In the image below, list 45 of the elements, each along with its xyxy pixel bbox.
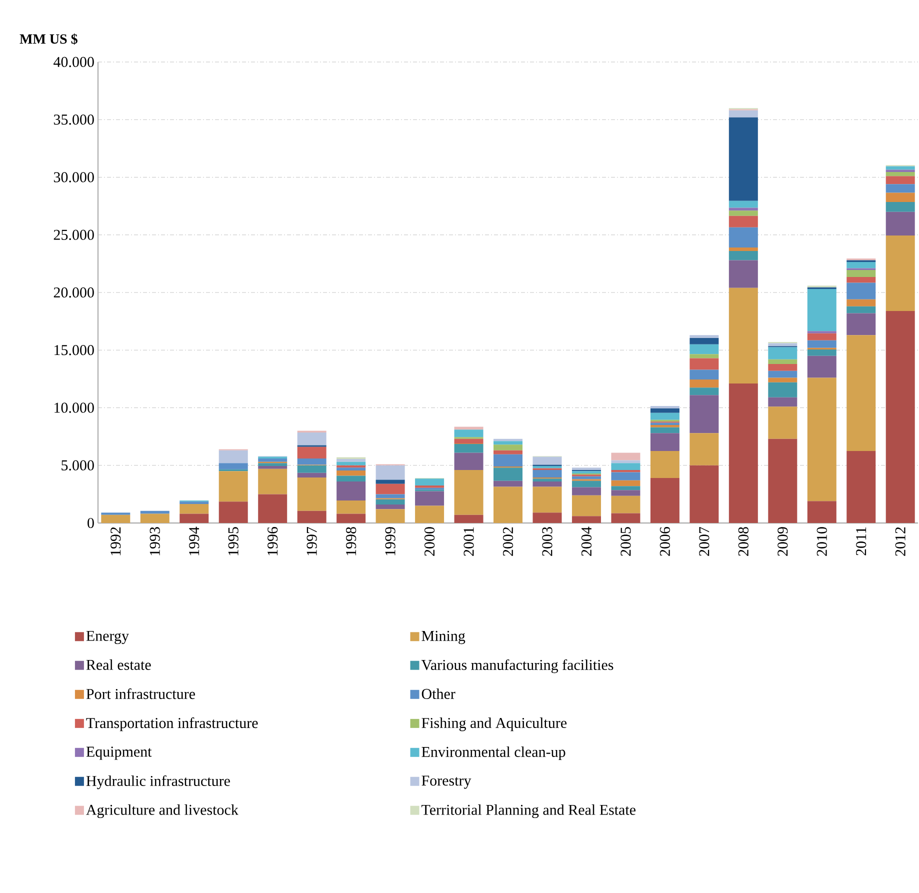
x-tick-label: 2004 xyxy=(581,526,592,556)
legend-label: Fishing and Aquiculture xyxy=(422,717,567,732)
y-tick-label: 40.000 xyxy=(54,56,94,68)
y-tick-label: 30.000 xyxy=(54,172,94,182)
x-tick-label: 1996 xyxy=(268,526,278,556)
y-tick-label: 5.000 xyxy=(62,460,94,470)
y-tick-label: 20.000 xyxy=(54,287,94,298)
legend-label: Port infrastructure xyxy=(86,688,195,700)
x-tick-label: 1995 xyxy=(228,527,238,556)
y-tick-label: 15.000 xyxy=(54,345,94,356)
legend-label: Hydraulic infrastructure xyxy=(86,775,230,790)
legend-label: Real estate xyxy=(86,659,151,670)
x-tick-label: 2003 xyxy=(542,527,552,556)
x-tick-label: 2005 xyxy=(620,527,631,556)
y-tick-label: 35.000 xyxy=(54,114,94,125)
x-tick-label: 1993 xyxy=(150,527,160,556)
y-tick-label: 25.000 xyxy=(54,230,94,240)
x-tick-label: 1998 xyxy=(346,527,356,556)
legend-label: Other xyxy=(422,688,456,699)
x-tick-label: 2011 xyxy=(856,527,866,556)
x-tick-label: 2006 xyxy=(660,526,670,556)
x-tick-label: 2007 xyxy=(699,526,710,556)
legend-label: Environmental clean-up xyxy=(422,746,566,760)
x-tick-label: 1997 xyxy=(306,526,317,556)
x-tick-label: 2010 xyxy=(816,527,827,556)
legend-label: Territorial Planning and Real Estate xyxy=(422,804,636,818)
x-tick-label: 1999 xyxy=(385,527,396,556)
legend-label: Mining xyxy=(422,630,466,644)
y-tick-label: 0 xyxy=(88,518,94,528)
x-tick-label: 2001 xyxy=(464,527,474,556)
y-axis-title: MM US $ xyxy=(20,33,78,45)
y-tick-label: 10.000 xyxy=(54,402,94,413)
legend-label: Agriculture and livestock xyxy=(86,804,238,818)
legend-label: Energy xyxy=(86,630,129,644)
x-tick-label: 1994 xyxy=(189,526,200,556)
legend-label: Forestry xyxy=(422,776,472,789)
x-tick-label: 2000 xyxy=(424,527,435,556)
x-tick-label: 2012 xyxy=(895,527,906,556)
legend-label: Equipment xyxy=(86,746,152,760)
legend-label: Transportation infrastructure xyxy=(86,717,258,732)
legend-label: Various manufacturing facilities xyxy=(421,659,614,674)
x-tick-label: 2009 xyxy=(778,527,788,556)
x-tick-label: 1992 xyxy=(110,527,121,556)
x-tick-label: 2008 xyxy=(738,527,748,556)
x-tick-label: 2002 xyxy=(502,527,514,556)
